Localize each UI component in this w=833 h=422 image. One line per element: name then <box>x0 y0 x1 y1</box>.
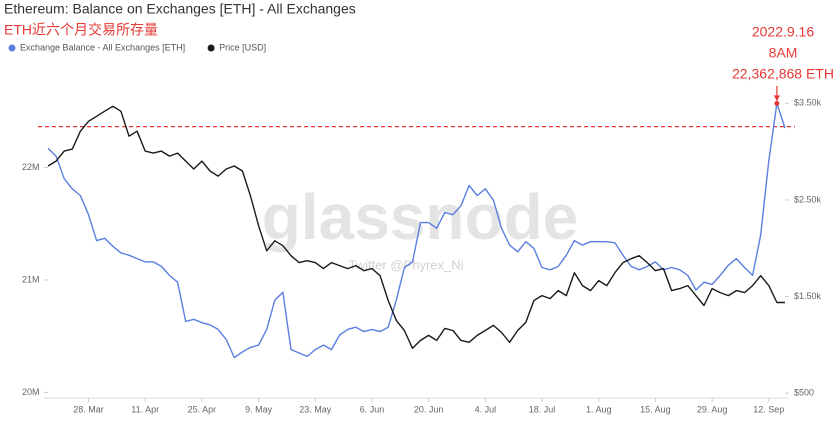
y-tick-label: 22M <box>22 162 40 172</box>
y-tick-label: 21M <box>22 274 40 284</box>
chart-title: Ethereum: Balance on Exchanges [ETH] - A… <box>4 1 356 17</box>
y2-tick-label: $500 <box>794 388 814 398</box>
x-tick-label: 15. Aug <box>640 404 671 414</box>
y2-tick-label: $2.50k <box>794 194 822 204</box>
credit: Twitter @Phyrex_Ni <box>348 257 463 272</box>
legend-marker <box>8 44 16 52</box>
annotation-text: 2022.9.16 <box>752 24 814 40</box>
x-tick-label: 9. May <box>245 404 273 414</box>
watermark: glassnode <box>262 181 579 253</box>
x-tick-label: 12. Sep <box>753 404 784 414</box>
x-tick-label: 25. Apr <box>188 404 217 414</box>
x-tick-label: 11. Apr <box>131 404 159 414</box>
y-tick-label: 20M <box>22 387 40 397</box>
legend-label: Price [USD] <box>219 42 266 52</box>
x-tick-label: 1. Aug <box>586 404 612 414</box>
x-tick-label: 18. Jul <box>529 404 556 414</box>
annotation-text: 8AM <box>769 45 798 61</box>
x-tick-label: 4. Jul <box>475 404 497 414</box>
x-tick-label: 23. May <box>299 404 332 414</box>
x-tick-label: 20. Jun <box>414 404 444 414</box>
x-tick-label: 28. Mar <box>73 404 104 414</box>
x-tick-label: 29. Aug <box>697 404 728 414</box>
y2-tick-label: $3.50k <box>794 98 822 108</box>
x-tick-label: 6. Jun <box>360 404 385 414</box>
series-line <box>47 105 785 349</box>
annotation-text: 22,362,868 ETH <box>732 66 833 82</box>
legend-label: Exchange Balance - All Exchanges [ETH] <box>20 42 185 52</box>
legend-marker <box>207 44 215 52</box>
chart-subtitle: ETH近六个月交易所存量 <box>4 22 158 38</box>
annotation-arrowhead <box>773 95 780 102</box>
y2-tick-label: $1.50k <box>794 291 822 301</box>
annotation-point <box>774 100 780 106</box>
